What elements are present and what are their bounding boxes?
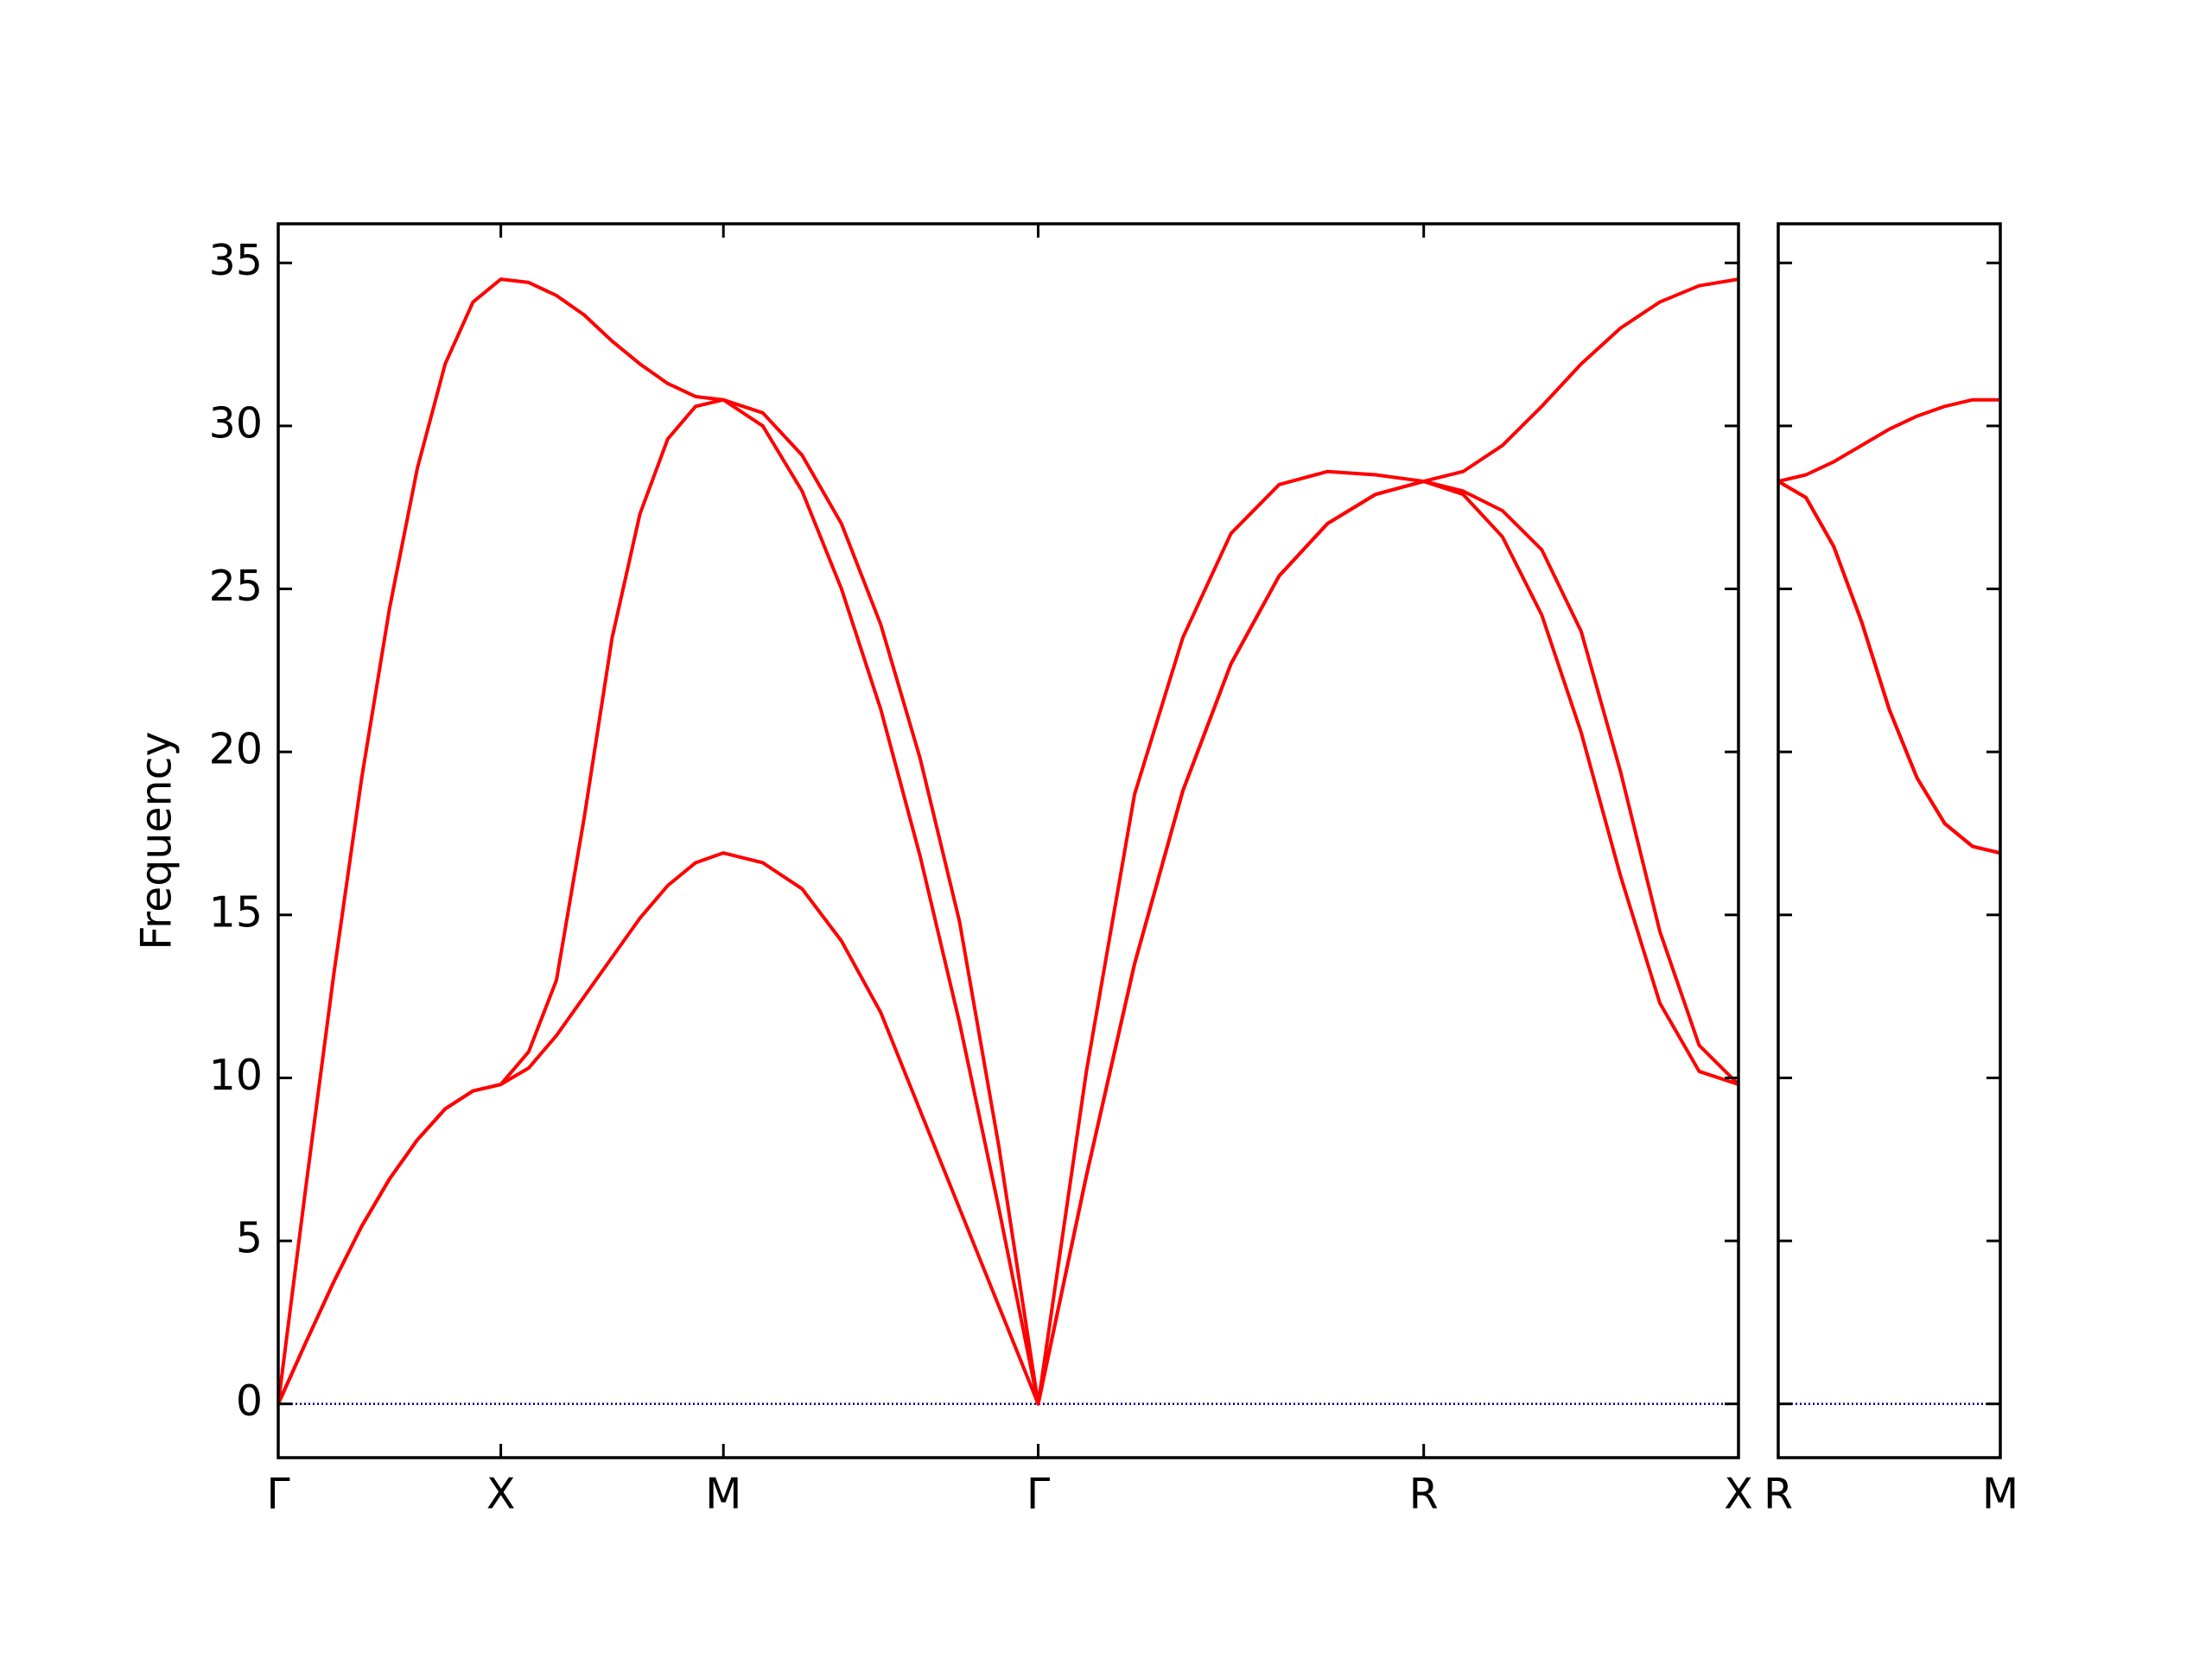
axes-frame — [276, 222, 1740, 1459]
axes-frame — [1777, 222, 2002, 1459]
x-tick-label: R — [1409, 1470, 1439, 1519]
x-tick-label: X — [1724, 1470, 1753, 1519]
y-tick-label: 10 — [209, 1051, 263, 1100]
y-tick-label: 0 — [236, 1376, 263, 1426]
x-tick-label: R — [1764, 1470, 1793, 1519]
y-tick-label: 5 — [236, 1214, 263, 1263]
band-line — [1777, 397, 2000, 483]
y-tick-label: 15 — [209, 887, 263, 937]
y-tick-label: 25 — [209, 562, 263, 611]
band-line — [1777, 480, 2001, 855]
x-tick-label: M — [705, 1470, 741, 1519]
band-line — [276, 397, 1740, 1406]
band-line — [276, 277, 1739, 1406]
y-tick-label: 20 — [209, 725, 263, 774]
x-tick-label: M — [1982, 1470, 2018, 1519]
y-tick-label: 35 — [209, 236, 263, 285]
y-axis-label: Frequency — [132, 731, 181, 950]
x-tick-label: X — [486, 1470, 516, 1519]
x-tick-label: Γ — [1027, 1470, 1051, 1519]
x-tick-label: Γ — [266, 1470, 290, 1519]
y-tick-label: 30 — [209, 398, 263, 448]
